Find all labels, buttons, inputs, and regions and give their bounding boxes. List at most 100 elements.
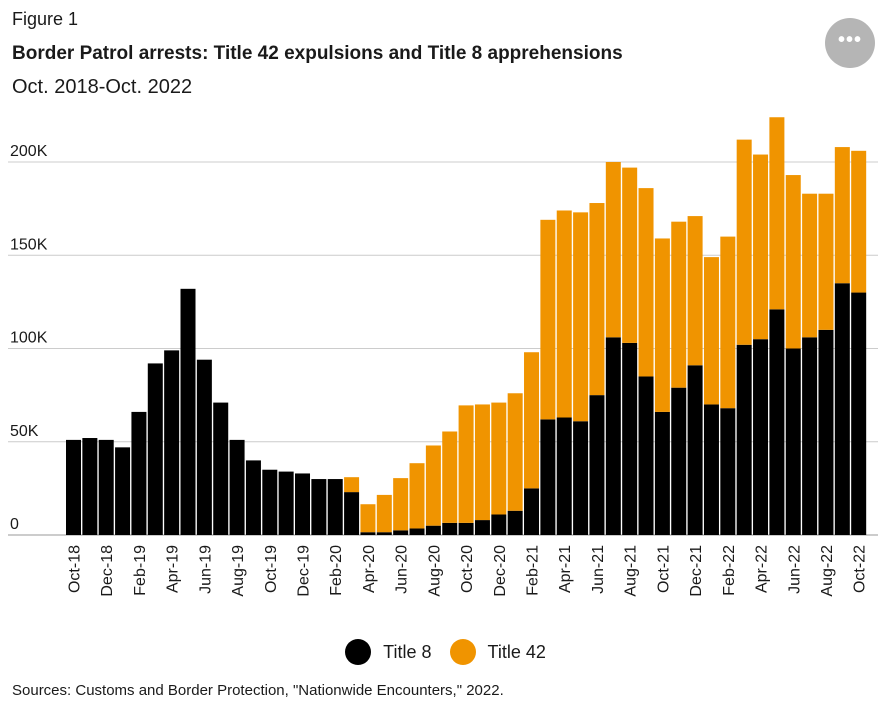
y-tick-label: 100K	[10, 330, 48, 347]
x-tick-label: Aug-20	[426, 545, 443, 597]
bar-title8-Oct-18	[66, 439, 81, 535]
bar-title42-May-20	[376, 494, 392, 533]
legend-label-title42: Title 42	[487, 641, 546, 662]
x-tick-label: Apr-19	[165, 545, 182, 593]
bar-title8-Aug-21	[622, 342, 638, 535]
bar-title8-Sep-22	[834, 283, 850, 535]
bar-title8-Feb-19	[131, 411, 147, 535]
bar-title8-Nov-21	[671, 387, 687, 535]
bar-title42-Mar-20	[344, 477, 360, 493]
bar-title42-Jan-22	[703, 257, 719, 405]
bar-title8-Jun-21	[589, 395, 605, 535]
x-tick-label: Aug-21	[623, 545, 640, 597]
legend-item-title8: Title 8	[345, 639, 432, 665]
bar-title8-Apr-19	[164, 350, 180, 535]
bar-title42-Jul-21	[605, 162, 621, 338]
legend-swatch-title8	[345, 639, 372, 665]
bar-title8-Sep-19	[245, 460, 261, 535]
bar-title42-Oct-22	[851, 150, 867, 293]
bar-title8-Apr-20	[360, 532, 376, 535]
bar-title42-May-21	[573, 212, 589, 422]
x-tick-label: Oct-20	[459, 545, 476, 593]
x-tick-label: Aug-22	[819, 545, 836, 597]
bar-title8-Sep-20	[442, 522, 458, 535]
bar-title8-Jun-19	[196, 359, 212, 535]
more-options-button[interactable]: •••	[825, 18, 875, 68]
legend-label-title8: Title 8	[383, 641, 432, 662]
bar-title42-Sep-22	[834, 147, 850, 284]
bar-title8-Mar-19	[147, 363, 163, 535]
bar-title42-Sep-20	[442, 431, 458, 523]
bar-title8-Mar-21	[540, 419, 556, 535]
bar-title8-Jan-20	[311, 479, 327, 535]
bar-title8-Aug-19	[229, 439, 245, 535]
bar-title42-Mar-22	[736, 139, 752, 345]
bar-title8-Oct-20	[458, 522, 474, 535]
bar-title42-May-22	[769, 117, 785, 310]
chart-svg: 0 50K 100K 150K 200K Oct-18 Dec-18 Feb-19 Apr-19…	[8, 117, 878, 597]
bar-title42-Nov-20	[474, 404, 490, 521]
x-tick-label: Jun-19	[197, 545, 214, 594]
bar-title42-Apr-22	[753, 154, 769, 340]
bar-title8-Oct-21	[654, 411, 670, 535]
bar-title42-Aug-22	[818, 193, 834, 330]
bar-title8-Jun-20	[393, 530, 409, 535]
bar-title8-Dec-21	[687, 365, 703, 535]
bar-title42-Sep-21	[638, 188, 654, 377]
y-tick-label: 50K	[10, 423, 39, 440]
bar-title42-Jun-20	[393, 478, 409, 531]
bar-title8-Sep-21	[638, 376, 654, 535]
bar-title42-Oct-21	[654, 238, 670, 412]
x-tick-label: Jun-21	[590, 545, 607, 594]
x-tick-label: Oct-21	[655, 545, 672, 593]
x-tick-label: Jun-22	[786, 545, 803, 594]
bar-title42-Dec-21	[687, 216, 703, 366]
bar-title42-Nov-21	[671, 221, 687, 388]
bar-title8-Aug-20	[425, 525, 441, 535]
bar-title42-Aug-21	[622, 167, 638, 343]
bar-title8-Jul-21	[605, 337, 621, 535]
bar-title42-Jun-21	[589, 203, 605, 396]
x-tick-label: Feb-22	[721, 545, 738, 596]
bar-title42-Oct-20	[458, 405, 474, 523]
bar-title8-Dec-20	[491, 514, 507, 535]
bar-title42-Dec-20	[491, 402, 507, 515]
bar-title42-Jun-22	[785, 175, 801, 349]
x-tick-label: Jun-20	[394, 545, 411, 594]
legend-item-title42: Title 42	[449, 639, 546, 665]
bar-title8-Jan-22	[703, 404, 719, 535]
y-tick-label: 0	[10, 516, 19, 533]
bar-title8-May-19	[180, 288, 196, 535]
bar-title42-Jul-22	[802, 193, 818, 338]
bar-title8-Mar-22	[736, 344, 752, 535]
bar-title8-Apr-22	[753, 339, 769, 535]
chart-title: Border Patrol arrests: Title 42 expulsio…	[12, 43, 623, 64]
x-tick-label: Apr-21	[557, 545, 574, 593]
bar-title8-Jul-22	[802, 337, 818, 535]
ellipsis-icon: •••	[837, 29, 862, 51]
y-tick-label: 150K	[10, 236, 48, 253]
chart-subtitle: Oct. 2018-Oct. 2022	[12, 76, 193, 98]
bar-title42-Jan-21	[507, 393, 523, 511]
source-note: Sources: Customs and Border Protection, …	[12, 682, 504, 699]
bar-title8-Apr-21	[556, 417, 572, 535]
x-tick-label: Dec-21	[688, 545, 705, 597]
y-tick-label: 200K	[10, 143, 48, 160]
x-tick-label: Dec-19	[296, 545, 313, 597]
figure-label: Figure 1	[12, 9, 79, 29]
x-tick-label: Oct-18	[67, 545, 84, 593]
bar-title42-Mar-21	[540, 219, 556, 420]
x-tick-label: Feb-20	[328, 545, 345, 596]
bar-title8-Oct-22	[851, 292, 867, 535]
x-tick-label: Apr-22	[754, 545, 771, 593]
bar-title8-Dec-18	[98, 439, 114, 535]
x-tick-label: Dec-18	[99, 545, 116, 597]
x-tick-label: Apr-20	[361, 545, 378, 593]
bar-title8-Mar-20	[344, 492, 360, 535]
bar-title8-May-21	[573, 421, 589, 535]
x-tick-label: Oct-22	[852, 545, 869, 593]
bar-title8-May-22	[769, 309, 785, 535]
bar-title8-Jan-19	[115, 447, 131, 535]
x-tick-label: Aug-19	[230, 545, 247, 597]
bar-title8-Dec-19	[295, 473, 311, 535]
